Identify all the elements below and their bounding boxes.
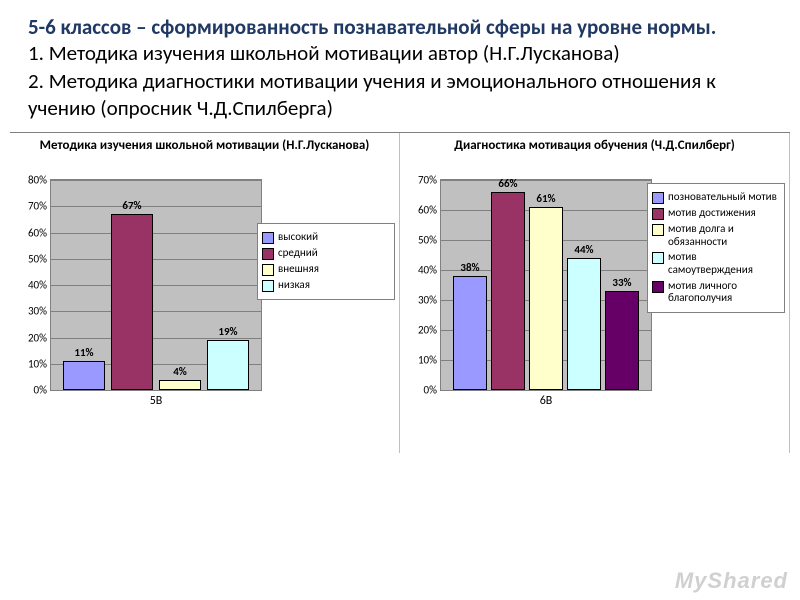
chart2-legend-swatch <box>652 208 664 220</box>
header-line-1: 1. Методика изучения школьной мотивации … <box>28 40 772 67</box>
chart2-legend-label: мотив достижения <box>668 207 756 220</box>
chart2-y-tick: 10% <box>418 354 437 367</box>
chart1-legend-swatch <box>262 280 274 292</box>
chart1-legend-label: высокий <box>278 231 318 244</box>
chart1-bar-label: 19% <box>208 325 248 338</box>
chart2-legend-swatch <box>652 281 664 293</box>
chart1-gridline <box>51 180 261 181</box>
chart1-legend-label: внешняя <box>278 263 319 276</box>
chart1-legend-label: низкая <box>278 279 310 292</box>
chart1-legend-swatch <box>262 248 274 260</box>
chart1-plot: 0%10%20%30%40%50%60%70%80% 5В 11%67%4%19… <box>50 179 262 391</box>
chart2-legend-item: мотив достижения <box>652 207 780 220</box>
chart1-title: Методика изучения школьной мотивации (Н.… <box>10 133 399 156</box>
header-line-2: 2. Методика диагностики мотивации учения… <box>28 68 772 123</box>
header-block: 5-6 классов – сформированность познавате… <box>0 0 800 132</box>
chart2-legend-label: мотив самоутверждения <box>668 251 780 276</box>
chart2-legend-item: мотив самоутверждения <box>652 251 780 276</box>
chart2-bar-label: 33% <box>602 276 642 289</box>
charts-row: Методика изучения школьной мотивации (Н.… <box>10 132 790 453</box>
chart2-bar <box>453 276 487 390</box>
chart1-legend-item: внешняя <box>262 263 390 276</box>
chart1-legend-item: средний <box>262 247 390 260</box>
chart2-legend-swatch <box>652 192 664 204</box>
chart2-bar <box>491 192 525 390</box>
chart2-legend: позновательный мотив мотив достижения моти… <box>647 183 785 313</box>
chart1-legend-item: высокий <box>262 231 390 244</box>
chart2-gridline <box>441 180 651 181</box>
chart2-legend-item: мотив личного благополучия <box>652 280 780 305</box>
chart1-bar <box>63 361 105 390</box>
chart2-y-tick: 50% <box>418 234 437 247</box>
chart1-gridline <box>51 206 261 207</box>
chart1-y-axis: 0%10%20%30%40%50%60%70%80% <box>17 180 47 390</box>
chart1-legend: высокий средний внешняя низкая <box>257 223 395 300</box>
chart2-title: Диагностика мотивация обучения (Ч.Д.Спил… <box>400 133 789 156</box>
chart1-y-tick: 0% <box>34 384 47 397</box>
chart2-legend-label: мотив личного благополучия <box>668 280 780 305</box>
chart1-x-label: 5В <box>51 394 261 408</box>
chart2-bar <box>567 258 601 390</box>
chart1-legend-item: низкая <box>262 279 390 292</box>
chart1-legend-swatch <box>262 264 274 276</box>
chart1-y-tick: 40% <box>28 279 47 292</box>
chart1-y-tick: 10% <box>28 357 47 370</box>
chart2-y-tick: 0% <box>424 384 437 397</box>
chart2-y-axis: 0%10%20%30%40%50%60%70% <box>407 180 437 390</box>
chart2-bar-label: 61% <box>526 192 566 205</box>
chart1-y-tick: 80% <box>28 174 47 187</box>
chart1-gridline <box>51 285 261 286</box>
chart2-x-label: 6В <box>441 394 651 408</box>
chart2-bar-label: 44% <box>564 243 604 256</box>
chart1-legend-label: средний <box>278 247 318 260</box>
chart1-y-tick: 70% <box>28 200 47 213</box>
watermark-text: MyShared <box>675 568 788 594</box>
chart1-bar <box>207 340 249 390</box>
chart2-y-tick: 40% <box>418 264 437 277</box>
chart1-y-tick: 60% <box>28 226 47 239</box>
chart2-y-tick: 30% <box>418 294 437 307</box>
chart2-y-tick: 70% <box>418 174 437 187</box>
chart1-bar-label: 11% <box>64 346 104 359</box>
chart2-legend-swatch <box>652 252 664 264</box>
chart2-y-tick: 60% <box>418 204 437 217</box>
chart1-gridline <box>51 311 261 312</box>
chart-panel-1: Методика изучения школьной мотивации (Н.… <box>10 133 400 453</box>
chart1-legend-swatch <box>262 232 274 244</box>
page-title: 5-6 классов – сформированность познавате… <box>28 14 772 40</box>
chart1-y-tick: 50% <box>28 252 47 265</box>
chart1-bar-label: 67% <box>112 199 152 212</box>
chart2-legend-swatch <box>652 224 664 236</box>
chart2-legend-label: мотив долга и обязанности <box>668 223 780 248</box>
chart1-y-tick: 20% <box>28 331 47 344</box>
chart-panel-2: Диагностика мотивация обучения (Ч.Д.Спил… <box>400 133 790 453</box>
chart2-bar-label: 66% <box>488 177 528 190</box>
chart1-gridline <box>51 259 261 260</box>
chart2-plot: 0%10%20%30%40%50%60%70% 6В 38%66%61%44%3… <box>440 179 652 391</box>
chart2-bar-label: 38% <box>450 261 490 274</box>
chart2-bar <box>605 291 639 390</box>
chart2-bar <box>529 207 563 390</box>
chart2-legend-item: позновательный мотив <box>652 191 780 204</box>
chart1-bar-label: 4% <box>160 365 200 378</box>
chart1-bar <box>159 380 201 391</box>
chart1-y-tick: 30% <box>28 305 47 318</box>
chart1-gridline <box>51 233 261 234</box>
chart2-legend-item: мотив долга и обязанности <box>652 223 780 248</box>
chart2-legend-label: позновательный мотив <box>668 191 777 204</box>
chart2-y-tick: 20% <box>418 324 437 337</box>
chart1-bar <box>111 214 153 390</box>
